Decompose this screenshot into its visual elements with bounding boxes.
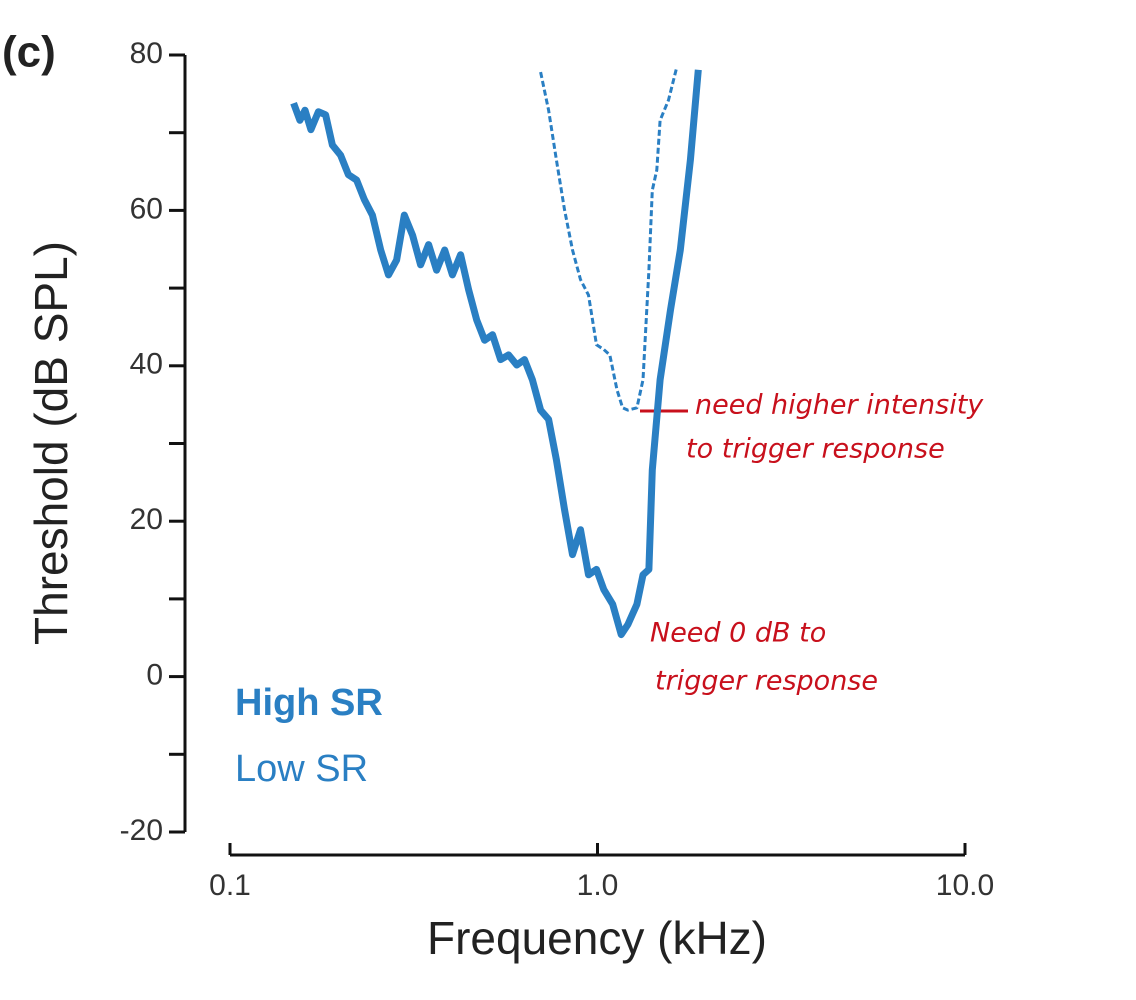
y-tick-label: 60	[130, 192, 163, 225]
x-axis-title: Frequency (kHz)	[427, 912, 767, 964]
annotation: need higher intensity	[695, 390, 984, 421]
x-tick-label: 10.0	[936, 869, 994, 902]
y-axis-title: Threshold (dB SPL)	[25, 241, 77, 645]
y-tick-label: 80	[130, 37, 163, 70]
y-tick-label: 20	[130, 503, 163, 536]
annotation: trigger response	[655, 666, 878, 697]
legend-label: High SR	[235, 682, 383, 724]
annotation: to trigger response	[686, 434, 945, 465]
panel-label: (c)	[2, 28, 56, 77]
x-tick-label: 0.1	[209, 869, 251, 902]
annotation: Need 0 dB to	[650, 618, 826, 649]
legend-label: Low SR	[235, 748, 368, 790]
x-tick-label: 1.0	[577, 869, 619, 902]
y-tick-label: 40	[130, 348, 163, 381]
y-tick-label: -20	[120, 814, 163, 847]
y-tick-label: 0	[146, 659, 163, 692]
series-line	[539, 67, 678, 412]
series-line	[290, 69, 702, 639]
